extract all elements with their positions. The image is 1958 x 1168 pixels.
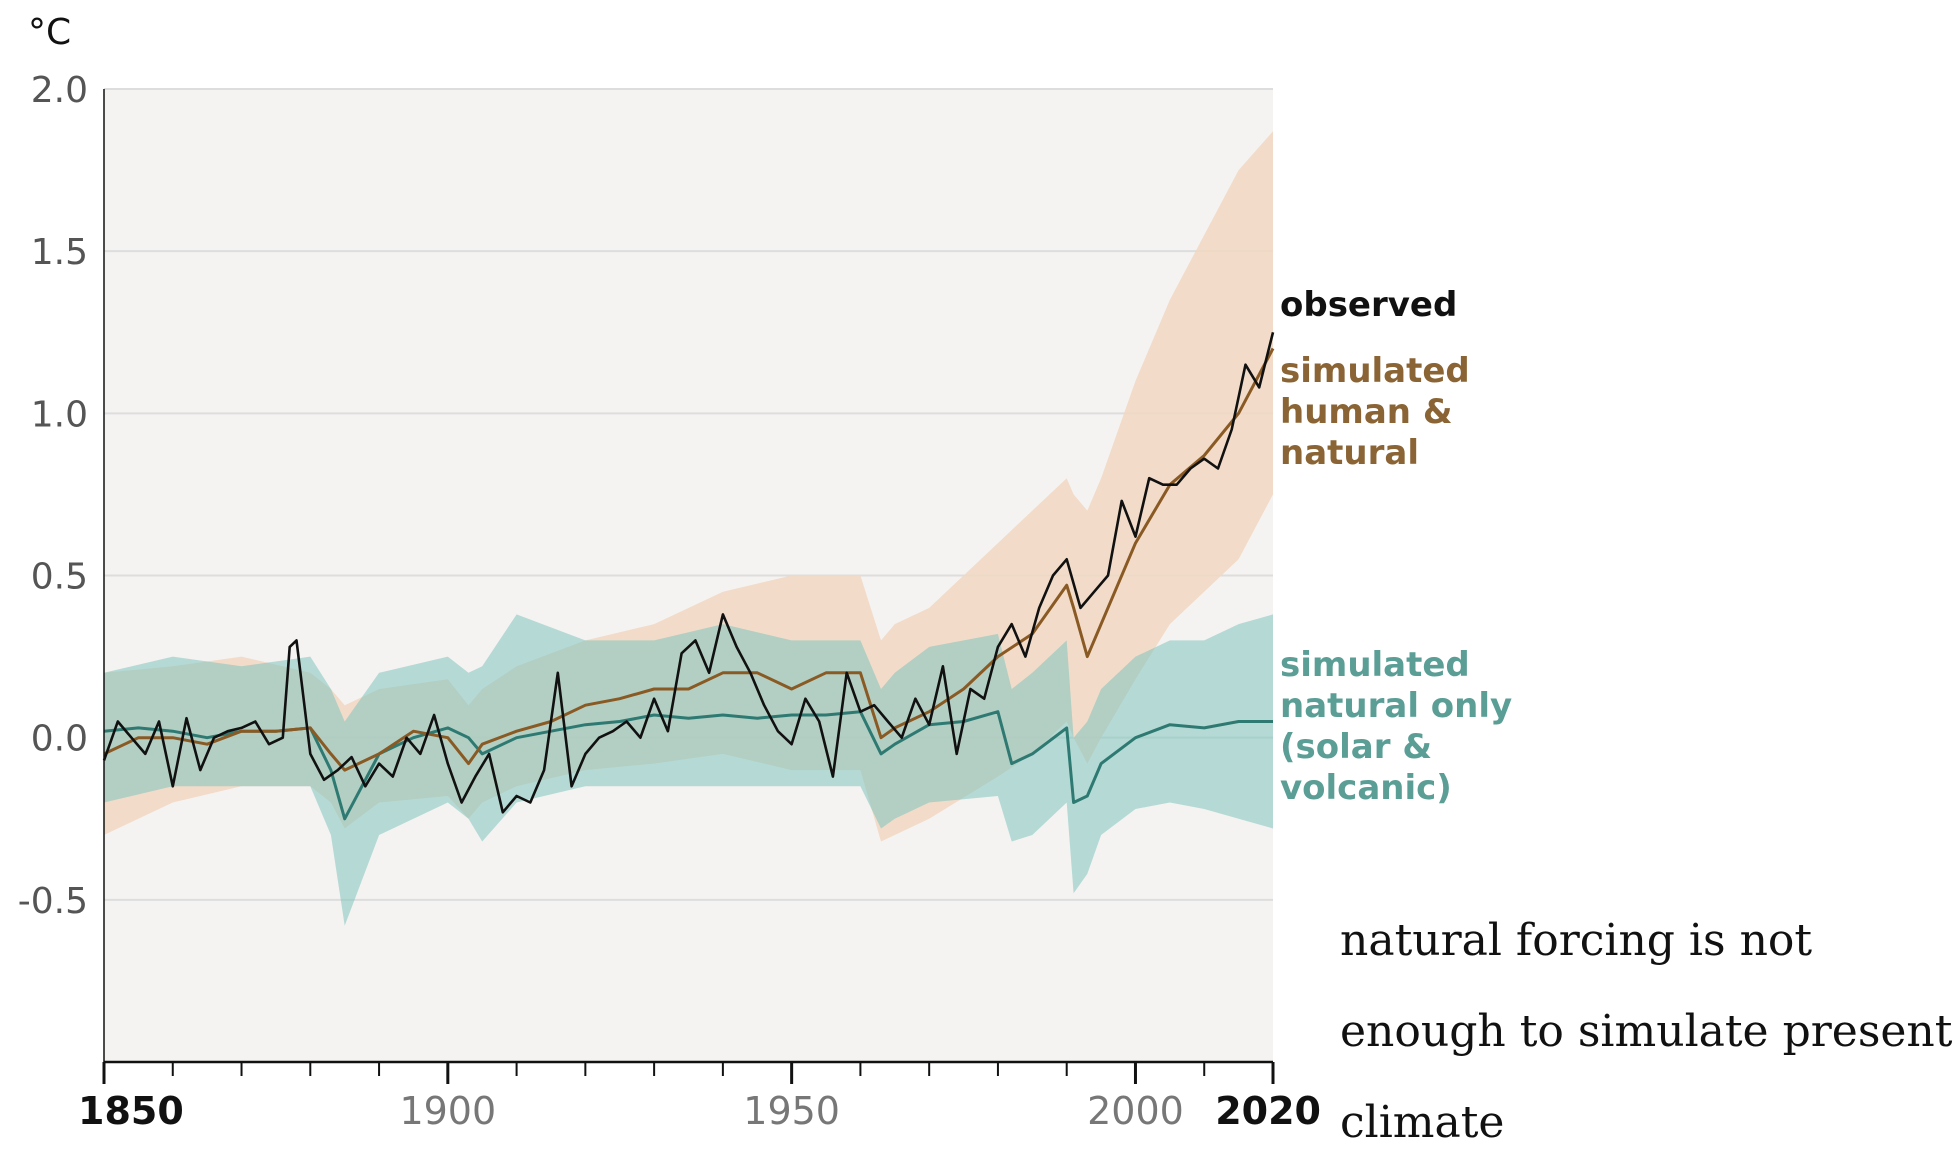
x-tick-label: 2000 — [1087, 1089, 1184, 1133]
line-observed — [102, 331, 1275, 814]
y-tick-label: 2.0 — [31, 70, 88, 111]
line-human-natural — [103, 347, 1275, 772]
label-observed: observed — [1280, 285, 1457, 325]
y-tick-label: 0.5 — [31, 557, 88, 598]
y-tick-label: 0.0 — [31, 719, 88, 760]
caption-line: natural forcing is not — [1340, 915, 1813, 966]
label-natural-only: natural only — [1280, 686, 1512, 726]
caption: natural forcing is not enough to simulat… — [1340, 895, 1953, 1168]
x-tick-label: 1850 — [78, 1089, 184, 1133]
label-natural-only: (solar & — [1280, 727, 1432, 767]
y-tick-label: 1.0 — [31, 394, 88, 435]
x-tick-label: 2020 — [1215, 1089, 1321, 1133]
y-tick-label: -0.5 — [18, 881, 88, 922]
line-natural-only — [103, 710, 1273, 821]
y-tick-labels: 2.0 1.5 1.0 0.5 0.0 -0.5 — [18, 70, 88, 922]
x-tick-label: 1950 — [743, 1089, 840, 1133]
label-natural-only: simulated — [1280, 645, 1470, 685]
unit-label: °C — [28, 12, 71, 53]
x-tick-label: 1900 — [399, 1089, 496, 1133]
label-human-natural: natural — [1280, 433, 1419, 473]
caption-line: climate — [1340, 1097, 1505, 1148]
x-tick-labels: 1850 1900 1950 2000 2020 — [78, 1089, 1321, 1133]
band-natural-only — [104, 614, 1273, 926]
y-tick-label: 1.5 — [31, 232, 88, 273]
label-natural-only: volcanic) — [1280, 768, 1452, 808]
gridlines — [104, 88, 1273, 901]
axes — [102, 89, 1275, 1084]
caption-line: enough to simulate present — [1340, 1006, 1953, 1057]
label-human-natural: human & — [1280, 392, 1452, 432]
label-human-natural: simulated — [1280, 351, 1470, 391]
